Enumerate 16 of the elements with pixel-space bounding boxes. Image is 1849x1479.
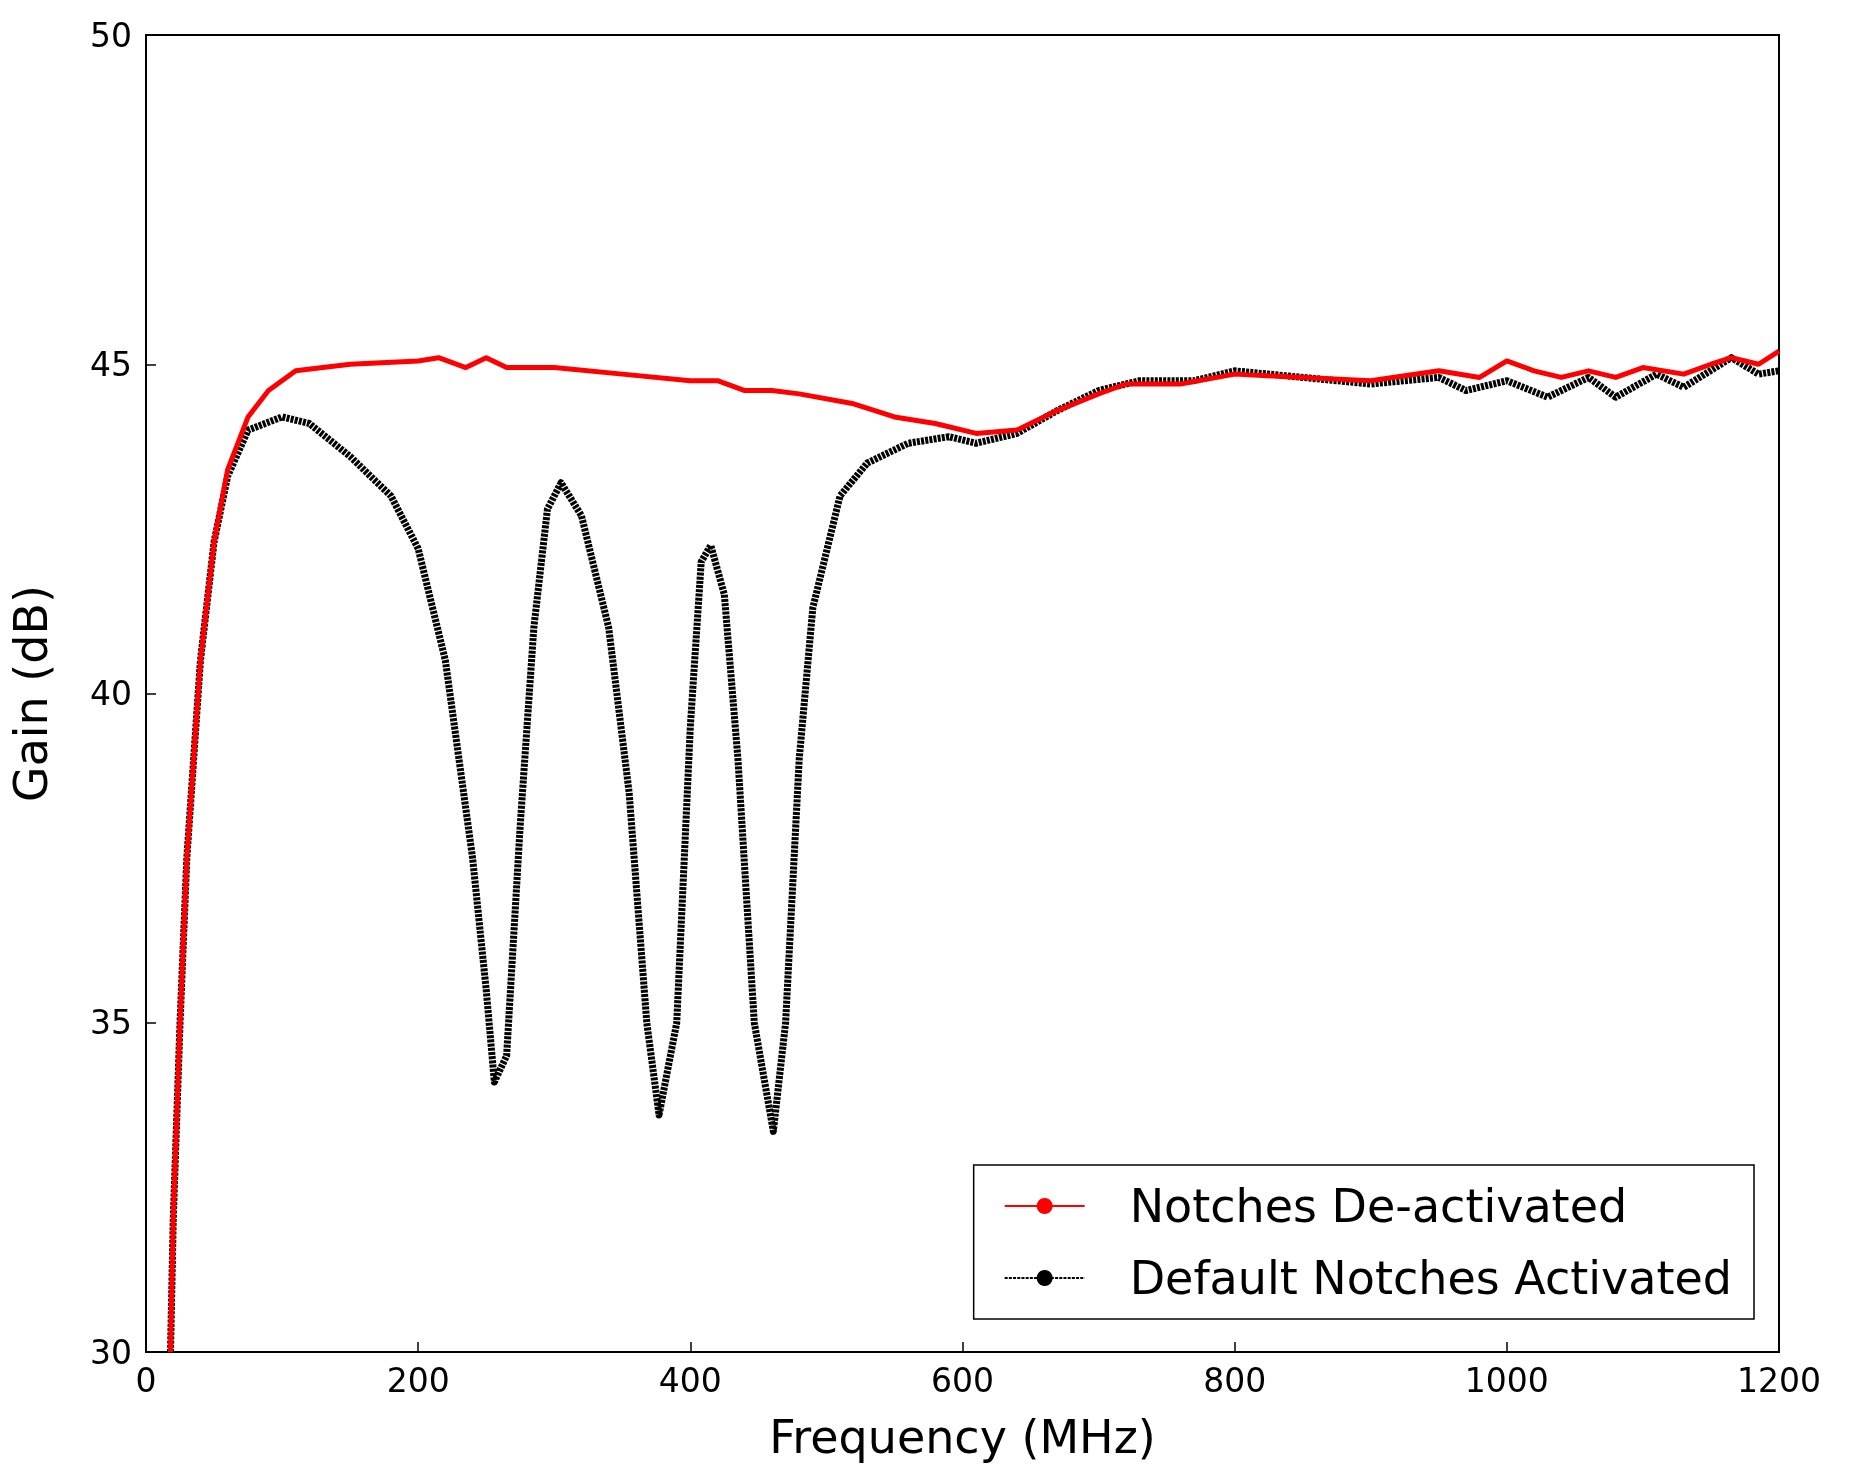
x-tick-label: 400 [658,1361,722,1400]
y-tick-label: 45 [90,344,132,384]
y-tick-label: 30 [90,1332,132,1372]
x-tick-label: 1000 [1464,1361,1549,1400]
x-tick-label: 600 [931,1361,994,1400]
x-tick-label: 200 [386,1361,450,1400]
x-tick-label: 0 [135,1361,157,1400]
x-axis-title: Frequency (MHz) [769,1410,1156,1464]
x-tick-label: 800 [1203,1361,1267,1400]
y-tick-label: 35 [90,1003,132,1043]
x-tick-label: 1200 [1737,1361,1821,1400]
legend-label: Default Notches Activated [1129,1251,1733,1305]
legend-label: Notches De-activated [1129,1179,1628,1233]
y-axis-title: Gain (dB) [4,584,58,803]
y-tick-label: 50 [90,15,132,55]
y-tick-label: 40 [90,674,132,713]
